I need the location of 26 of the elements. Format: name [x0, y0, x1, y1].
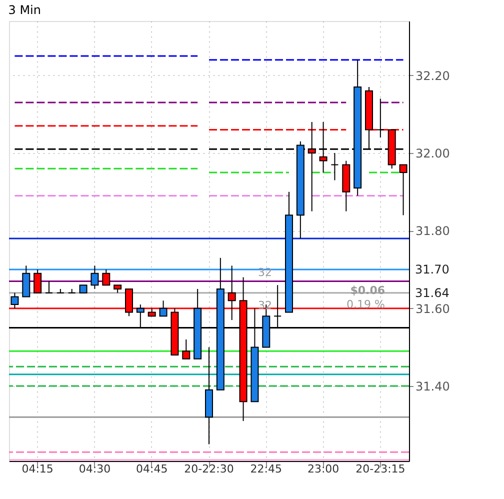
- y-tick-label: 31.40: [416, 380, 450, 394]
- annotation: 0.19 %: [346, 298, 385, 311]
- candlestick: [90, 265, 99, 290]
- candlestick: [10, 292, 19, 309]
- y-tick-label: 32.20: [416, 68, 450, 83]
- x-tick-label: 04:30: [78, 462, 111, 476]
- y-tick-label: 32.00: [416, 146, 450, 161]
- candlestick: [330, 152, 339, 181]
- candlestick: [102, 269, 110, 286]
- ref-line-label: 31.70: [415, 262, 450, 277]
- x-tick-label: 20-23:15: [356, 462, 406, 476]
- ref-line-label: 31.64: [415, 286, 450, 300]
- x-tick-label: 20-22:30: [184, 462, 234, 476]
- candlestick: [34, 269, 42, 294]
- y-tick-label: 31.80: [416, 224, 450, 238]
- candlestick: [376, 98, 384, 138]
- x-tick-label: 23:00: [307, 462, 340, 476]
- x-tick-label: 04:45: [136, 462, 168, 476]
- candlestick: [22, 265, 30, 298]
- x-tick-label: 04:15: [22, 462, 54, 476]
- x-tick-label: 22:45: [250, 462, 282, 476]
- candlestick: [159, 300, 168, 317]
- candlestick: [182, 338, 190, 360]
- y-tick-label: 31.60: [416, 302, 450, 316]
- chart-title: 3 Min: [8, 3, 41, 17]
- candlestick: [45, 280, 53, 294]
